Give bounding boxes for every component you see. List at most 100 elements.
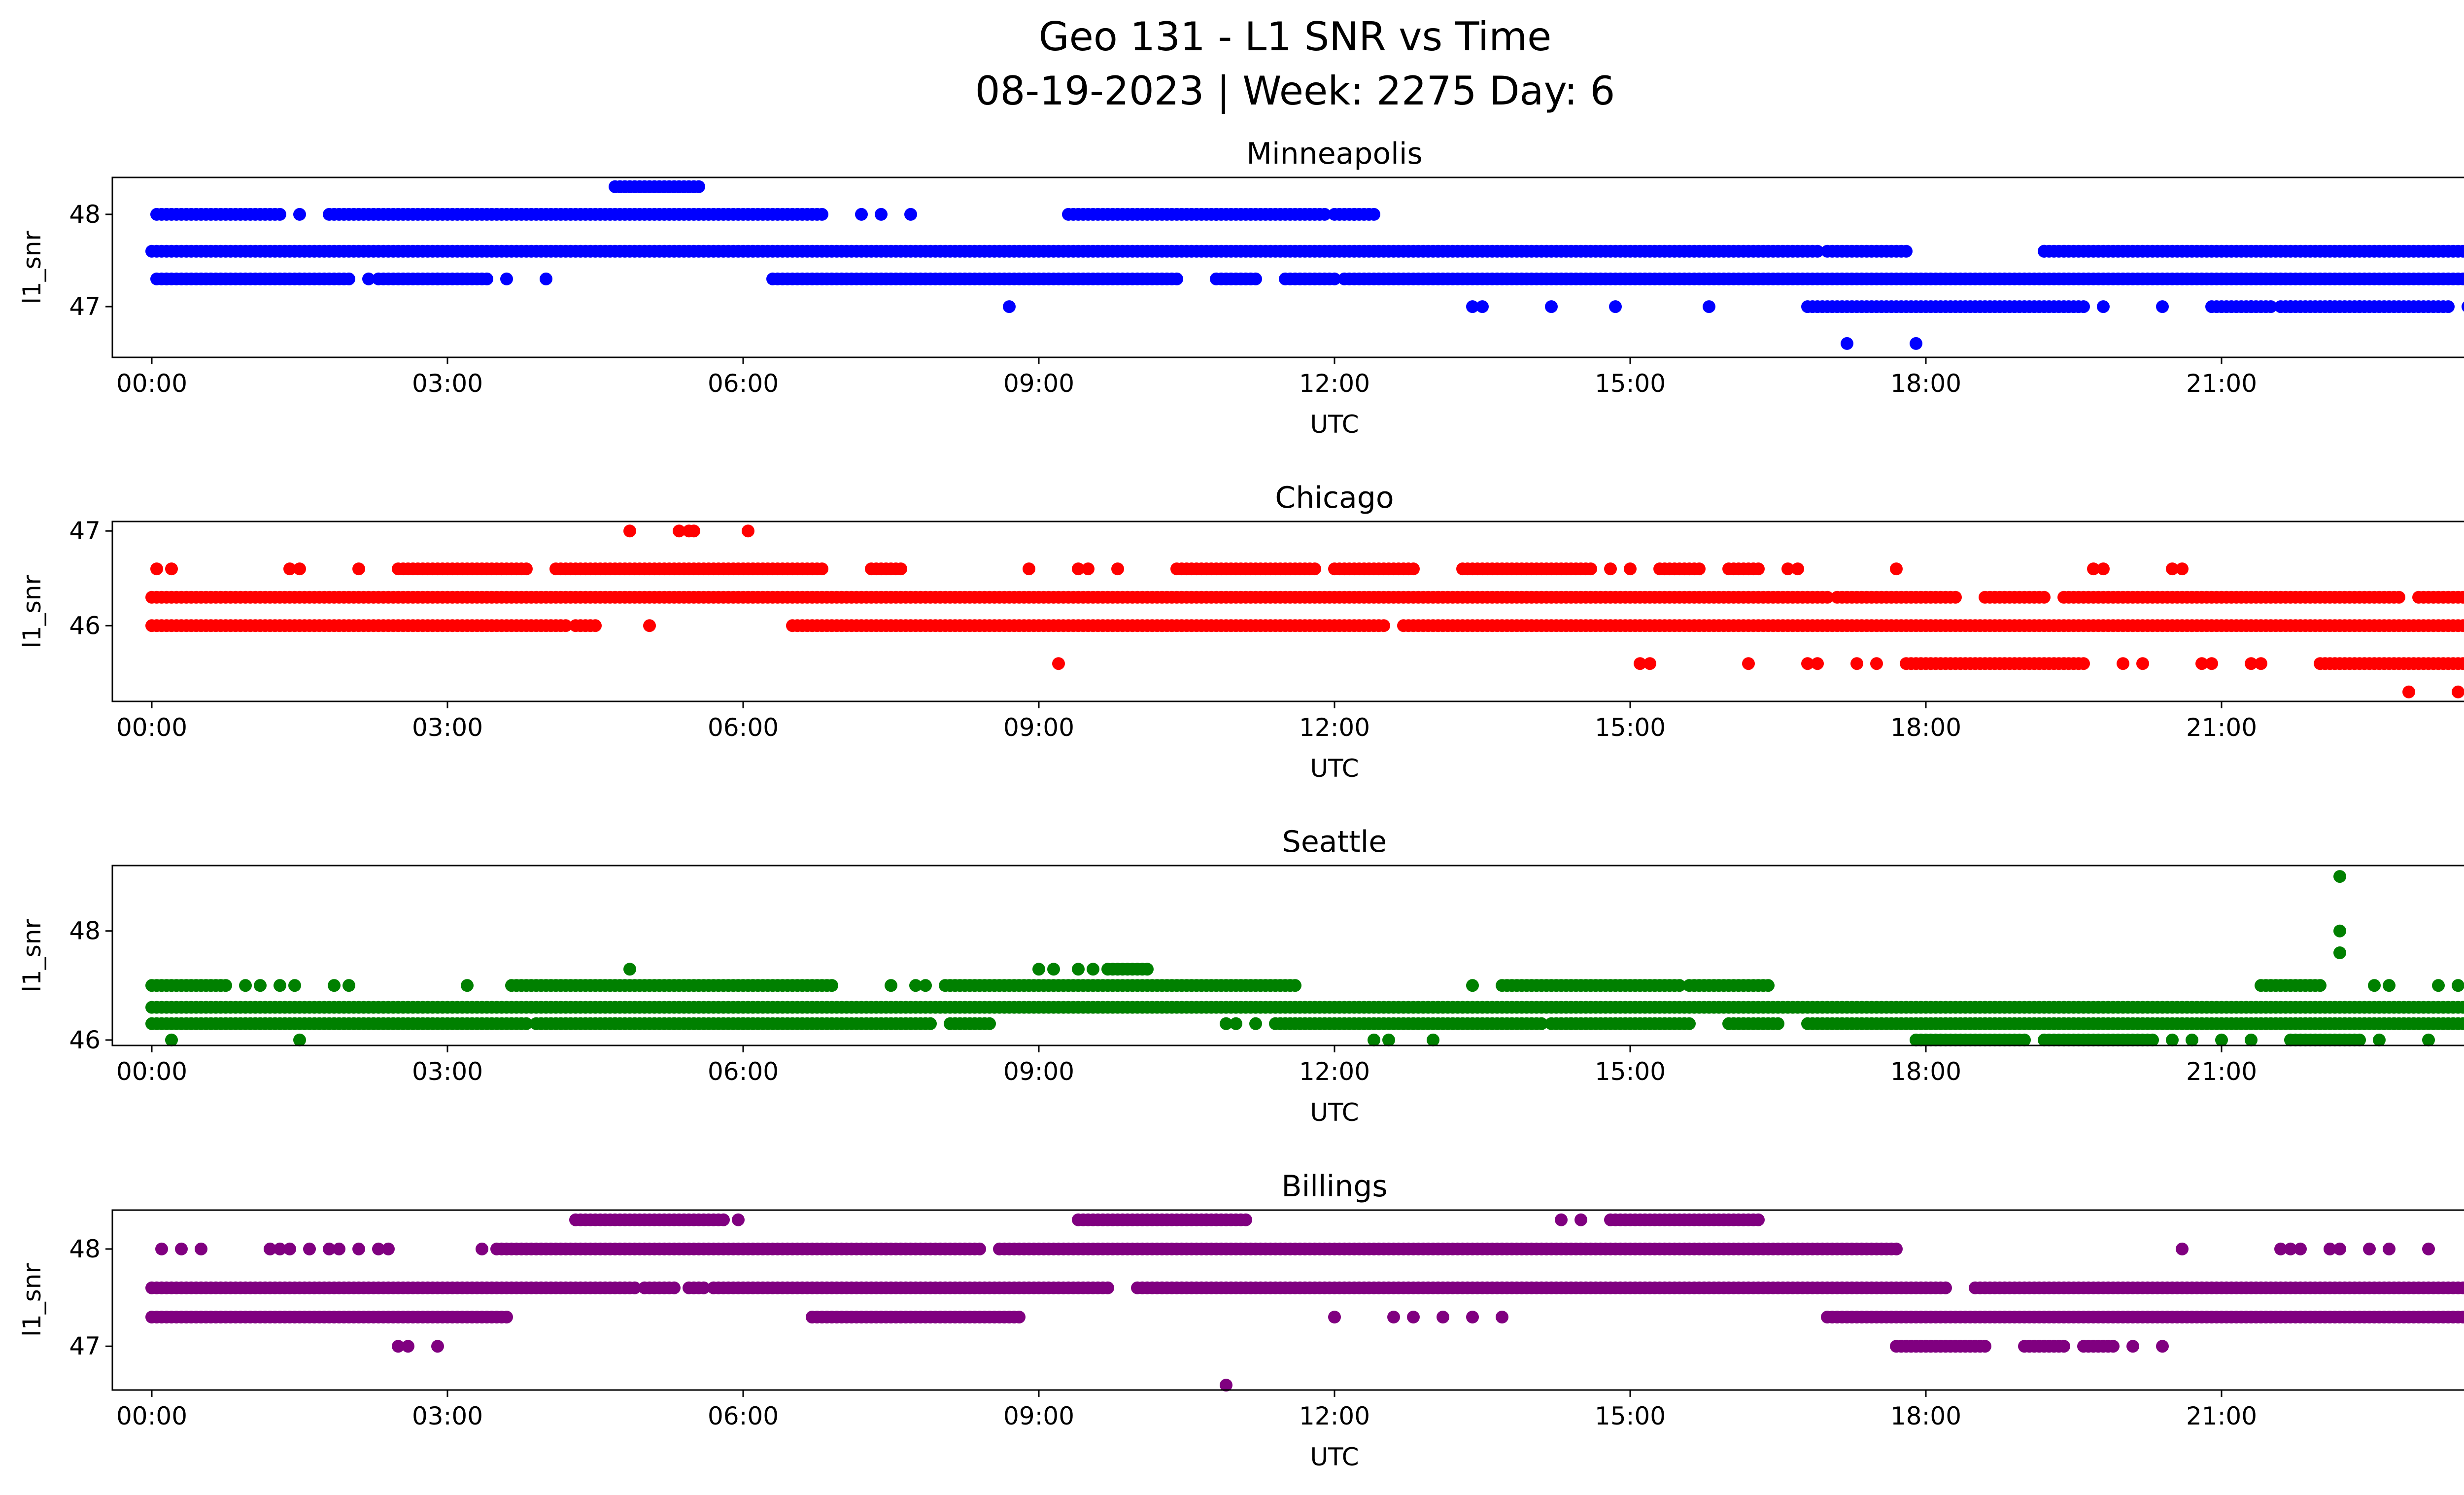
data-point [1170, 272, 1183, 285]
data-point [885, 979, 897, 992]
data-point [382, 1242, 395, 1255]
data-point [2383, 979, 2396, 992]
x-tick-label: 09:00 [1003, 1402, 1074, 1430]
data-point [1703, 300, 1715, 313]
x-tick-label: 03:00 [412, 1057, 483, 1086]
panel-title: Seattle [1282, 825, 1387, 859]
data-point [1368, 208, 1380, 221]
x-tick-label: 06:00 [708, 1402, 779, 1430]
data-point [1072, 963, 1085, 976]
data-point [2264, 300, 2277, 313]
data-point [1328, 272, 1341, 285]
data-point [2422, 1242, 2435, 1255]
data-point [540, 272, 552, 285]
x-tick-label: 18:00 [1890, 1402, 1961, 1430]
data-point [816, 562, 828, 576]
x-tick-label: 03:00 [412, 1402, 483, 1430]
data-point [742, 524, 754, 538]
x-tick-label: 12:00 [1299, 1402, 1370, 1430]
data-point [1047, 963, 1060, 976]
data-point [402, 1340, 414, 1353]
data-point [1003, 300, 1016, 313]
data-point [461, 979, 474, 992]
data-point [1910, 337, 1922, 350]
panel-title: Billings [1281, 1169, 1387, 1204]
data-point [219, 979, 232, 992]
data-point [1210, 1213, 1223, 1226]
data-point [2368, 979, 2381, 992]
data-point [1466, 300, 1479, 313]
data-point [2462, 592, 2464, 602]
data-point [303, 1242, 316, 1255]
data-point [1574, 1213, 1587, 1226]
data-point [1584, 562, 1597, 576]
data-point [2156, 300, 2169, 313]
data-point [1249, 1017, 1262, 1030]
data-point [880, 1242, 892, 1255]
data-point [2333, 1242, 2346, 1255]
data-point [668, 1281, 681, 1294]
data-point [2422, 1033, 2435, 1046]
data-point [737, 1017, 750, 1030]
data-point [288, 979, 301, 992]
data-point [1023, 562, 1035, 576]
data-point [904, 208, 917, 221]
panel-title: Chicago [1275, 481, 1394, 515]
data-point [150, 562, 163, 576]
x-tick-label: 12:00 [1299, 1057, 1370, 1086]
data-point [1318, 208, 1331, 221]
data-point [1609, 300, 1622, 313]
panel-title: Minneapolis [1246, 137, 1423, 171]
data-point [1052, 657, 1065, 670]
data-point [1890, 1242, 1903, 1255]
data-point [1377, 619, 1390, 632]
x-tick-label: 06:00 [708, 369, 779, 398]
x-tick-label: 21:00 [2186, 1402, 2257, 1430]
x-tick-label: 15:00 [1595, 713, 1666, 742]
x-tick-label: 21:00 [2186, 369, 2257, 398]
data-point [1013, 1311, 1026, 1323]
data-point [1791, 562, 1804, 576]
data-point [2457, 244, 2464, 258]
data-point [973, 1242, 986, 1255]
data-point [2107, 1340, 2120, 1353]
data-point [1870, 657, 1883, 670]
y-axis-label: l1_snr [18, 1263, 46, 1337]
data-point [924, 1017, 937, 1030]
data-point [875, 208, 888, 221]
x-tick-label: 03:00 [412, 369, 483, 398]
figure-title-line1: Geo 131 - L1 SNR vs Time [1039, 14, 1552, 60]
data-point [1643, 657, 1656, 670]
data-point [2442, 300, 2455, 313]
x-tick-label: 00:00 [116, 1057, 187, 1086]
data-point [2097, 300, 2110, 313]
data-point [2373, 1033, 2386, 1046]
data-point [623, 524, 636, 538]
y-tick-label: 46 [69, 611, 101, 640]
x-tick-label: 09:00 [1003, 713, 1074, 742]
data-point [2402, 685, 2415, 698]
data-point [2245, 300, 2258, 313]
data-point [1939, 1281, 1952, 1294]
data-point [165, 562, 178, 576]
x-axis-label: UTC [1310, 410, 1359, 439]
x-tick-label: 00:00 [116, 369, 187, 398]
data-point [362, 272, 375, 285]
data-point [1496, 1311, 1508, 1323]
data-point [155, 1242, 168, 1255]
data-point [687, 524, 700, 538]
data-point [1624, 562, 1637, 576]
data-point [2057, 1340, 2070, 1353]
data-point [2452, 979, 2464, 992]
data-point [1210, 208, 1223, 221]
data-point [1841, 337, 1853, 350]
data-point [1466, 1311, 1479, 1323]
x-tick-label: 21:00 [2186, 1057, 2257, 1086]
data-point [1811, 657, 1824, 670]
data-point [1900, 244, 1913, 258]
data-point [1890, 562, 1903, 576]
data-point [1407, 1311, 1420, 1323]
data-point [175, 1242, 188, 1255]
